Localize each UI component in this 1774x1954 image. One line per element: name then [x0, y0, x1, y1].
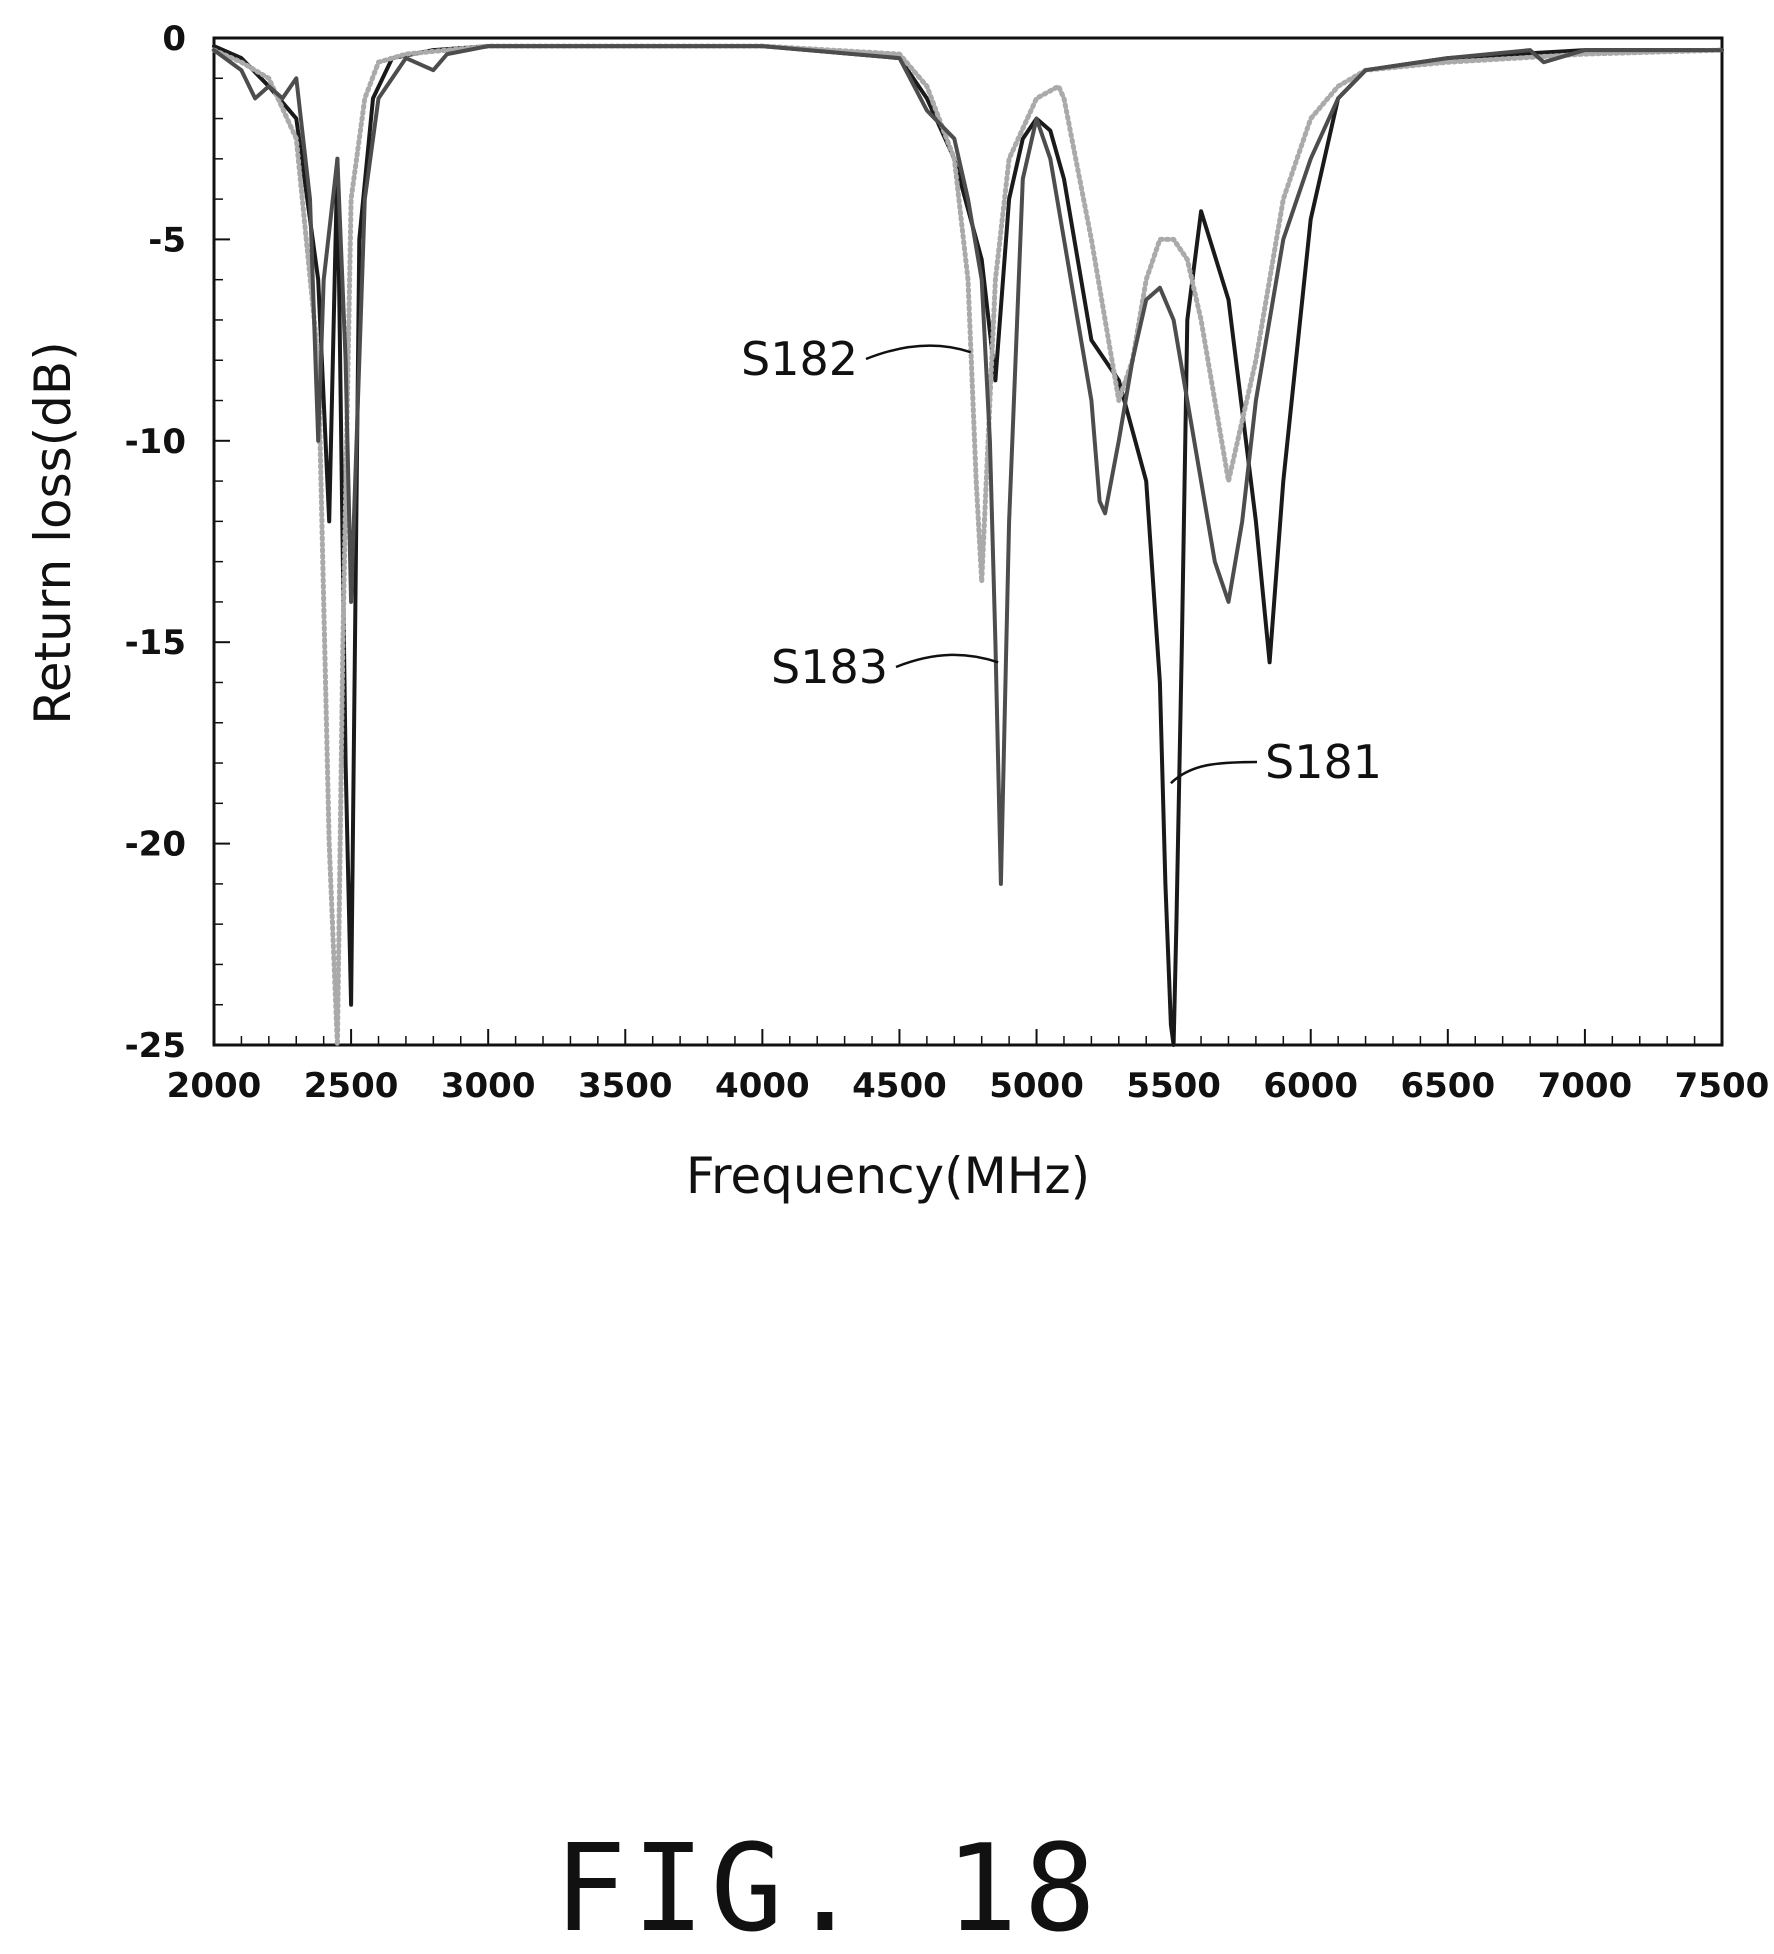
y-tick-label: -15 — [125, 623, 186, 663]
plot-border — [212, 36, 1724, 1047]
series-line-s181 — [212, 44, 1724, 1047]
x-tick-label: 2500 — [304, 1066, 399, 1106]
y-axis-title: Return loss(dB) — [24, 341, 82, 724]
annotation-label-s182: S182 — [741, 332, 858, 386]
figure-caption: FIG. 18 — [554, 1820, 1102, 1954]
series-line-s182 — [211, 43, 1725, 1048]
annotation-leader-s182 — [865, 344, 972, 361]
plot-frame — [212, 36, 1724, 1047]
y-tick-label: -20 — [125, 825, 186, 865]
series-line-s183 — [212, 44, 1724, 886]
y-tick-label: 0 — [162, 19, 186, 59]
y-tick-label: -25 — [125, 1026, 186, 1066]
annotation-label-s181: S181 — [1265, 735, 1382, 789]
x-tick-label: 4500 — [852, 1066, 947, 1106]
x-tick-label: 7500 — [1675, 1066, 1770, 1106]
x-tick-label: 5000 — [989, 1066, 1084, 1106]
series-layer — [211, 43, 1725, 1048]
x-tick-label: 6000 — [1263, 1066, 1358, 1106]
x-axis-title: Frequency(MHz) — [686, 1147, 1090, 1205]
x-tick-label: 3500 — [578, 1066, 673, 1106]
y-tick-label: -5 — [148, 220, 186, 260]
y-tick-label: -10 — [125, 422, 186, 462]
annotation-leader-s181 — [1170, 760, 1258, 785]
x-tick-label: 6500 — [1400, 1066, 1495, 1106]
x-tick-label: 2000 — [167, 1066, 262, 1106]
x-tick-label: 3000 — [441, 1066, 536, 1106]
x-tick-label: 5500 — [1126, 1066, 1221, 1106]
x-tick-label: 7000 — [1538, 1066, 1633, 1106]
annotation-leader-s183 — [895, 653, 999, 669]
ticks-layer: 2000 2500 3000 3500 4000 4500 5000 5500 6000 6500… — [125, 19, 1770, 1106]
x-tick-label: 4000 — [715, 1066, 810, 1106]
annotation-layer: S182 S183 S181 — [741, 332, 1382, 789]
annotation-label-s183: S183 — [771, 640, 888, 694]
